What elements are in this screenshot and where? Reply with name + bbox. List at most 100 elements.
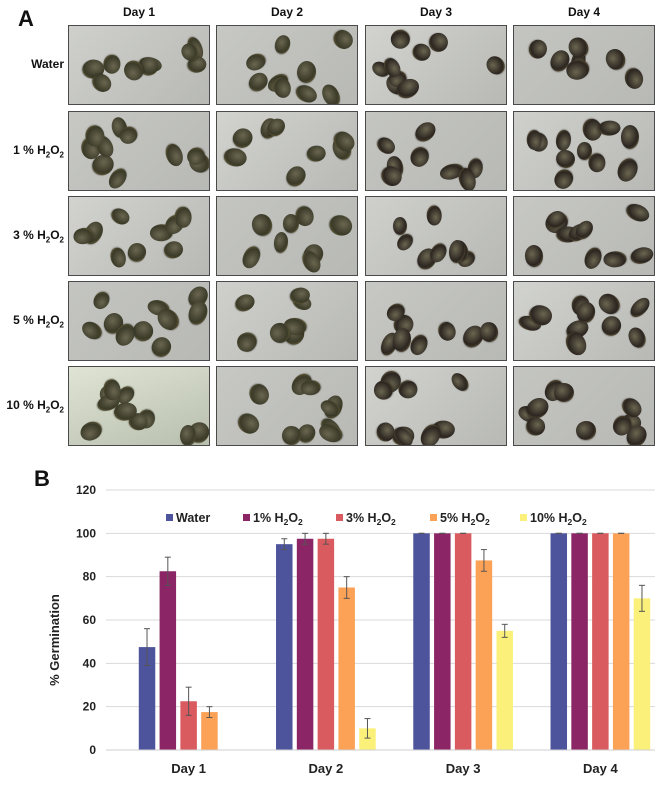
seed <box>407 331 432 359</box>
seed <box>300 379 321 396</box>
column-header: Day 3 <box>419 5 453 19</box>
bar-water <box>413 533 430 750</box>
y-tick-label: 0 <box>89 743 96 757</box>
row-label: Water <box>31 57 64 71</box>
seed <box>621 125 640 150</box>
seed-photo <box>513 25 655 105</box>
seed <box>524 244 544 268</box>
seed <box>576 141 592 160</box>
seed <box>375 422 395 443</box>
bar-5h2o2 <box>338 587 355 750</box>
bar-water <box>276 544 293 750</box>
seed <box>283 214 300 234</box>
y-axis-label: % Germination <box>47 594 62 686</box>
seed-photo <box>68 25 210 105</box>
seed-photo <box>513 196 655 276</box>
seed-photo <box>68 281 210 361</box>
bar-1h2o2 <box>434 533 451 750</box>
y-tick-label: 120 <box>76 483 96 497</box>
seed <box>148 333 175 360</box>
x-tick-label: Day 2 <box>309 761 344 776</box>
seed <box>245 380 273 408</box>
seed <box>89 288 113 313</box>
bar-3h2o2 <box>454 533 472 750</box>
column-header: Day 1 <box>122 5 156 19</box>
legend-label: 1% H2O2 <box>253 511 303 527</box>
seed-photo <box>68 111 210 191</box>
seed-photo <box>365 366 507 446</box>
seed-photo <box>365 281 507 361</box>
legend-label: Water <box>176 511 210 525</box>
legend-label: 10% H2O2 <box>530 511 587 527</box>
seed <box>281 425 302 445</box>
bar-3h2o2 <box>317 538 335 750</box>
seed-photo <box>365 111 507 191</box>
seed <box>108 205 133 228</box>
seed <box>243 50 269 74</box>
panel-a-letter: A <box>18 6 34 31</box>
y-tick-label: 40 <box>83 656 97 670</box>
seed <box>232 290 258 315</box>
seed <box>387 26 414 53</box>
column-header: Day 2 <box>270 5 304 19</box>
seed-photo <box>513 111 655 191</box>
seed <box>295 59 318 85</box>
legend-swatch <box>520 514 527 521</box>
seed <box>550 165 577 190</box>
seed <box>273 231 290 254</box>
seed <box>161 238 186 261</box>
legend-swatch <box>243 514 250 521</box>
seed <box>411 118 439 146</box>
row-label: 5 % H2O2 <box>13 313 64 330</box>
seed <box>248 211 275 239</box>
seed-photo <box>68 366 210 446</box>
seed <box>102 54 121 74</box>
legend-label: 5% H2O2 <box>440 511 490 527</box>
seed <box>554 128 572 152</box>
seed <box>407 144 432 170</box>
seed <box>597 312 625 340</box>
seed <box>329 26 357 54</box>
seed <box>162 141 186 169</box>
row-label: 10 % H2O2 <box>6 398 64 415</box>
seed <box>624 200 653 225</box>
x-tick-label: Day 3 <box>446 761 481 776</box>
row-label: 3 % H2O2 <box>13 228 64 245</box>
seed-photo <box>216 366 358 446</box>
panel-b-letter: B <box>34 466 50 491</box>
legend-swatch <box>430 514 437 521</box>
seed <box>427 31 450 54</box>
seed <box>175 206 193 229</box>
seed <box>594 290 625 319</box>
bar-water <box>550 533 568 750</box>
bar-5h2o2 <box>201 712 218 750</box>
seed <box>234 409 264 439</box>
row-label: 1 % H2O2 <box>13 143 64 160</box>
seed <box>426 205 443 226</box>
bar-1h2o2 <box>296 538 314 750</box>
legend-label: 3% H2O2 <box>346 511 396 527</box>
bar-10h2o2 <box>359 728 376 750</box>
seed-photo <box>216 111 358 191</box>
bar-10h2o2 <box>496 630 513 750</box>
seed <box>482 52 506 78</box>
seed <box>575 419 598 441</box>
seed <box>108 245 129 269</box>
seed <box>447 370 472 395</box>
seed-photo <box>68 196 210 276</box>
seed <box>526 130 542 151</box>
seed <box>238 243 264 271</box>
seed <box>525 37 550 62</box>
legend-swatch <box>166 514 173 521</box>
seed <box>627 294 654 321</box>
seed-photo <box>365 25 507 105</box>
bar-1h2o2 <box>159 571 177 750</box>
seed <box>234 328 261 354</box>
seed <box>372 379 394 401</box>
bar-5h2o2 <box>475 560 493 750</box>
seed <box>77 418 105 445</box>
seed <box>292 82 320 104</box>
seed <box>272 33 293 57</box>
y-tick-label: 60 <box>83 613 97 627</box>
bar-water <box>138 647 156 750</box>
